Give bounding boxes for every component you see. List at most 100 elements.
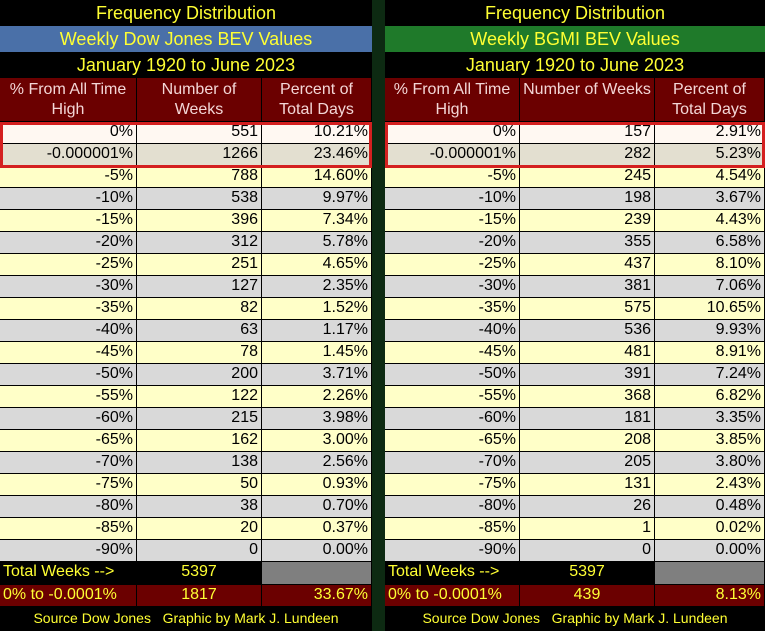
row-label: -40% [0,320,137,342]
subtitle-row: Weekly BGMI BEV Values [385,26,765,52]
row-value: 0.93% [262,474,372,496]
data-row: -55% 368 6.82% [385,386,765,408]
row-value: 215 [137,408,262,430]
total-label: Total Weeks --> [385,562,520,585]
row-value: 50 [137,474,262,496]
row-value: 6.82% [655,386,765,408]
total-value: 5397 [137,562,262,585]
data-row: -65% 208 3.85% [385,430,765,452]
row-value: 1.17% [262,320,372,342]
row-label: -50% [0,364,137,386]
data-row: -15% 239 4.43% [385,210,765,232]
summary-cell: 33.67% [262,585,372,607]
row-value: 1 [520,518,655,540]
row-label: -65% [385,430,520,452]
row-label: -35% [0,298,137,320]
row-value: 575 [520,298,655,320]
row-value: 2.43% [655,474,765,496]
row-label: -85% [385,518,520,540]
period-row: January 1920 to June 2023 [385,52,765,78]
row-value: 3.67% [655,188,765,210]
row-label: -0.000001% [385,144,520,166]
blank-cell [262,562,372,585]
row-label: 0% [0,122,137,144]
row-label: -45% [0,342,137,364]
row-label: -50% [385,364,520,386]
data-row: -0.000001% 1266 23.46% [0,144,372,166]
row-value: 0.37% [262,518,372,540]
data-row: -85% 1 0.02% [385,518,765,540]
row-value: 3.35% [655,408,765,430]
data-row: -25% 437 8.10% [385,254,765,276]
summary-cell: 0% to -0.0001% [385,585,520,607]
row-value: 23.46% [262,144,372,166]
row-value: 8.91% [655,342,765,364]
row-value: 63 [137,320,262,342]
row-value: 122 [137,386,262,408]
row-value: 4.65% [262,254,372,276]
source-row: Source Dow Jones Graphic by Mark J. Lund… [0,607,372,629]
title-row: Frequency Distribution [0,0,372,26]
row-value: 200 [137,364,262,386]
row-value: 181 [520,408,655,430]
data-row: -65% 162 3.00% [0,430,372,452]
table-period: January 1920 to June 2023 [385,52,765,78]
row-label: -65% [0,430,137,452]
row-value: 239 [520,210,655,232]
row-value: 282 [520,144,655,166]
row-value: 3.98% [262,408,372,430]
row-value: 5.23% [655,144,765,166]
data-row: -80% 26 0.48% [385,496,765,518]
row-value: 381 [520,276,655,298]
data-row: -10% 198 3.67% [385,188,765,210]
row-value: 0.48% [655,496,765,518]
table-title: Frequency Distribution [0,0,372,26]
row-value: 157 [520,122,655,144]
column-header: Number of Weeks [520,78,655,122]
row-label: -85% [0,518,137,540]
row-value: 0.00% [655,540,765,562]
data-row: -40% 536 9.93% [385,320,765,342]
row-label: -30% [0,276,137,298]
table-panel: Frequency Distribution Weekly Dow Jones B… [0,0,372,631]
blank-cell [655,562,765,585]
data-row: 0% 551 10.21% [0,122,372,144]
row-label: -80% [385,496,520,518]
data-row: 0% 157 2.91% [385,122,765,144]
data-row: -20% 355 6.58% [385,232,765,254]
row-value: 208 [520,430,655,452]
data-row: -5% 788 14.60% [0,166,372,188]
row-value: 7.34% [262,210,372,232]
summary-cell: 439 [520,585,655,607]
row-value: 131 [520,474,655,496]
row-value: 3.71% [262,364,372,386]
row-value: 26 [520,496,655,518]
table-subtitle: Weekly Dow Jones BEV Values [0,26,372,52]
row-value: 536 [520,320,655,342]
row-value: 6.58% [655,232,765,254]
row-value: 551 [137,122,262,144]
row-value: 355 [520,232,655,254]
row-label: 0% [385,122,520,144]
row-label: -45% [385,342,520,364]
header-row: % From All Time High Number of Weeks Perce… [385,78,765,122]
row-value: 138 [137,452,262,474]
period-row: January 1920 to June 2023 [0,52,372,78]
row-label: -70% [0,452,137,474]
data-row: -30% 127 2.35% [0,276,372,298]
summary-cell: 1817 [137,585,262,607]
row-label: -15% [385,210,520,232]
row-value: 8.10% [655,254,765,276]
row-value: 38 [137,496,262,518]
row-label: -0.000001% [0,144,137,166]
row-value: 3.85% [655,430,765,452]
data-row: -30% 381 7.06% [385,276,765,298]
row-label: -60% [385,408,520,430]
row-value: 0.70% [262,496,372,518]
row-label: -35% [385,298,520,320]
data-row: -80% 38 0.70% [0,496,372,518]
data-row: -25% 251 4.65% [0,254,372,276]
row-value: 251 [137,254,262,276]
data-row: -40% 63 1.17% [0,320,372,342]
row-label: -55% [0,386,137,408]
